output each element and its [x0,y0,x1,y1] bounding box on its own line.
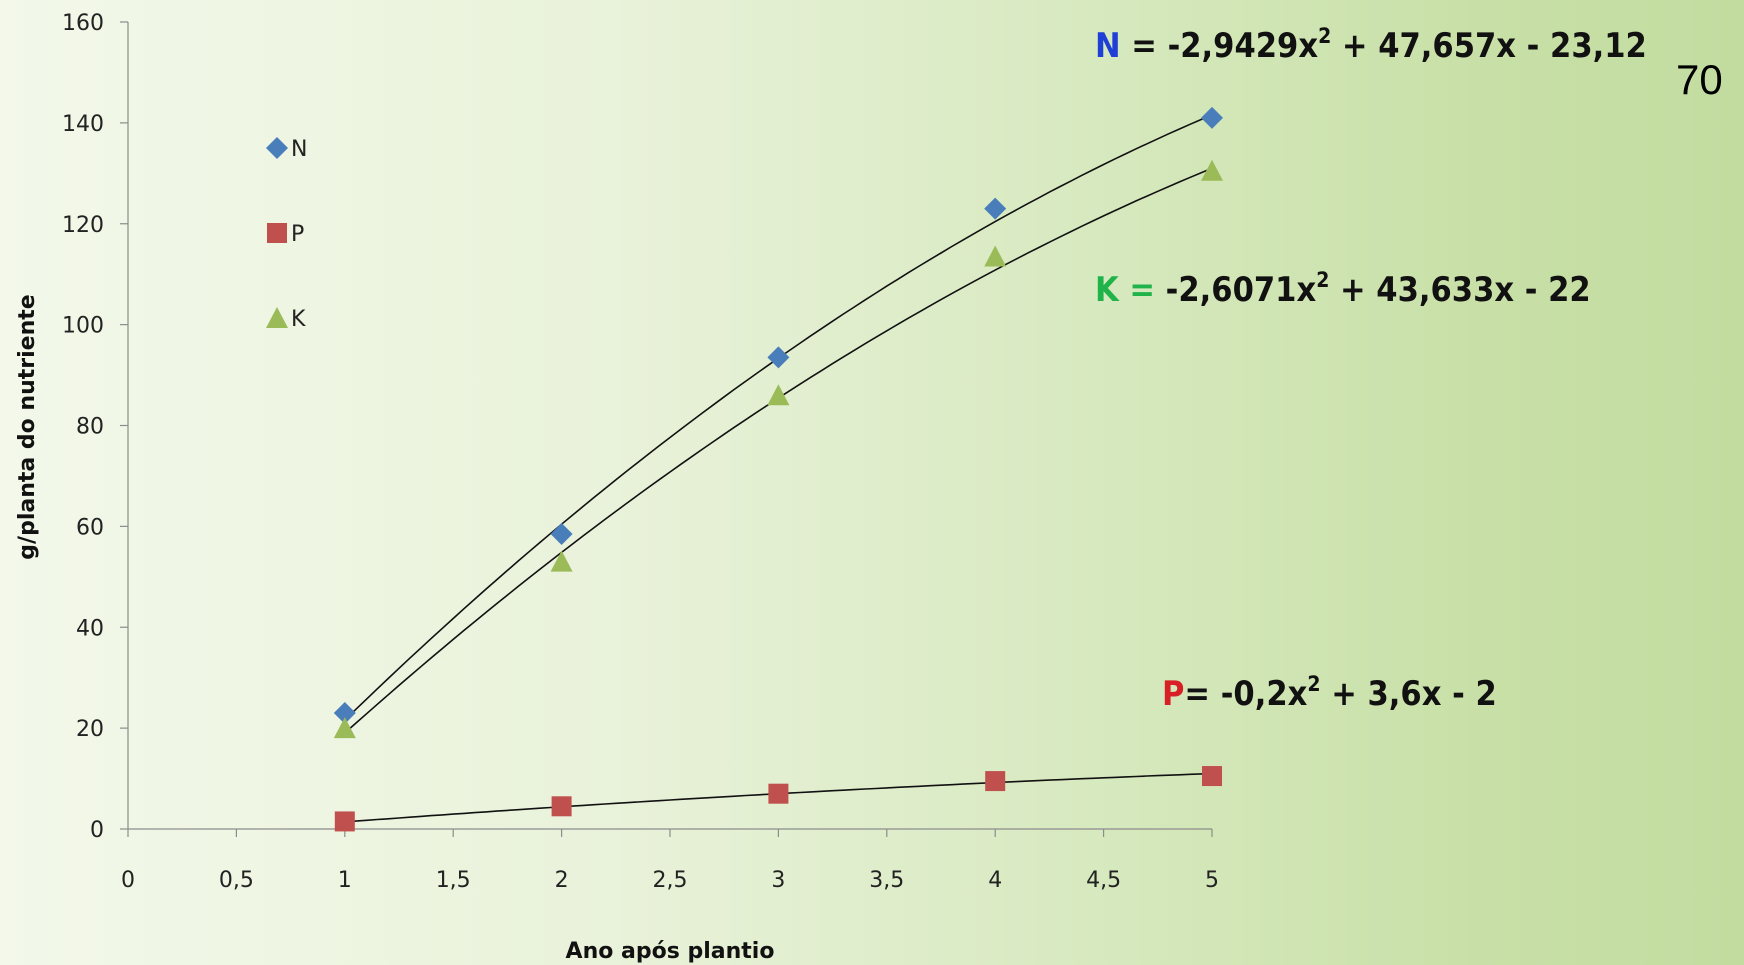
x-axis-title: Ano após plantio [566,939,775,964]
trendline-n [344,114,1213,721]
equation-p-lhs: = -0,2x [1184,674,1308,714]
data-point-n [984,197,1007,220]
x-tick-label: 3 [771,868,785,893]
legend-marker-k [266,307,288,328]
x-tick-label: 4,5 [1086,868,1121,893]
equation-k-exponent: 2 [1316,268,1330,292]
y-tick-label: 100 [62,314,104,339]
equation-p-variable: P [1162,674,1185,714]
equation-k-variable: K [1095,270,1119,310]
data-point-k [333,717,356,739]
y-tick-label: 20 [76,717,104,742]
page-number: 70 [1676,56,1723,103]
equation-n-rhs: + 47,657x - 23,12 [1331,26,1647,66]
legend-marker-n [266,137,288,159]
x-tick-label: 1,5 [436,868,471,893]
y-tick-label: 80 [76,415,104,440]
y-tick-label: 40 [76,616,104,641]
equation-n-variable: N [1095,26,1121,66]
chart-ticks: 0 20 40 60 80 100 120 140 160 0 0,5 1 1,5 2 2,5 3 3,5 4 4,… [62,11,1219,893]
equation-k-lhs: = -2,6071x [1118,270,1317,310]
y-tick-label: 60 [76,515,104,540]
equation-p-rhs: + 3,6x - 2 [1320,674,1497,714]
data-point-n [333,701,356,724]
equation-n-lhs: = -2,9429x [1120,26,1319,66]
y-tick-label: 0 [90,818,104,843]
legend-marker-p [267,223,287,243]
data-point-p [1202,766,1222,787]
equation-p: P= -0,2x2 + 3,6x - 2 [1162,672,1497,715]
legend: N P K [266,137,307,332]
data-point-n [767,346,790,369]
trendline-k [344,167,1213,734]
equation-n: N = -2,9429x2 + 47,657x - 23,12 [1095,24,1647,67]
equation-p-exponent: 2 [1307,672,1321,696]
x-tick-label: 0,5 [219,868,254,893]
x-tick-label: 3,5 [869,868,904,893]
y-tick-label: 140 [62,112,104,137]
data-points [333,106,1223,832]
trendlines [344,114,1213,823]
legend-label-k: K [291,307,306,332]
data-point-p [334,811,355,832]
data-point-k [767,384,790,406]
data-point-k [984,245,1007,267]
data-point-n [550,522,573,545]
x-tick-label: 0 [121,868,135,893]
equation-n-exponent: 2 [1318,24,1332,48]
y-tick-label: 120 [62,213,104,238]
x-tick-label: 4 [988,868,1002,893]
x-tick-label: 5 [1205,868,1219,893]
data-point-p [768,783,789,804]
equation-k-rhs: + 43,633x - 22 [1329,270,1591,310]
x-tick-label: 2,5 [653,868,688,893]
legend-label-n: N [291,137,307,162]
y-axis-title: g/planta do nutriente [15,294,40,559]
data-point-k [1201,159,1223,181]
data-point-k [550,550,573,572]
equation-k: K = -2,6071x2 + 43,633x - 22 [1095,268,1591,311]
x-tick-label: 1 [338,868,352,893]
y-tick-label: 160 [62,11,104,36]
data-point-p [985,771,1006,792]
data-point-p [551,796,572,817]
legend-label-p: P [291,222,304,247]
x-tick-label: 2 [555,868,569,893]
data-point-n [1201,106,1223,129]
